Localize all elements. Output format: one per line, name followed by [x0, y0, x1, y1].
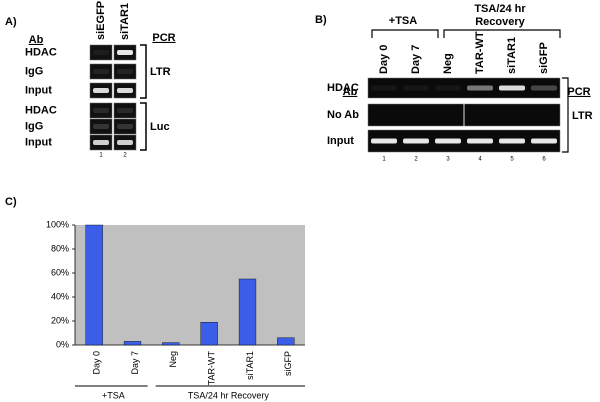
x-tick-label: siGFP: [283, 351, 293, 376]
lane-number: 1: [382, 157, 386, 163]
gel-band: [467, 138, 493, 144]
gel: [367, 129, 561, 153]
lane-number: 1: [99, 153, 103, 159]
brackets: [371, 29, 569, 153]
pcr-header: PCR: [152, 32, 175, 44]
lane-number: 4: [478, 157, 482, 163]
bar: [123, 341, 142, 346]
gel-lane: [89, 44, 113, 61]
row-label: Input: [327, 135, 354, 147]
row-label: HDAC: [25, 46, 57, 58]
y-tick-label: 80%: [51, 243, 69, 253]
x-tick-label: Day 7: [130, 351, 140, 375]
lane-number: 5: [510, 157, 514, 163]
row-label: IgG: [25, 65, 43, 77]
gel-band: [403, 138, 429, 144]
lane-label: siEGFP: [95, 1, 107, 40]
panel-label: C): [5, 196, 17, 208]
ab-header: Ab: [343, 86, 358, 98]
gel-lane: [89, 118, 113, 135]
row-label: HDAC: [25, 104, 57, 116]
gel-band: [93, 69, 109, 74]
y-tick-label: 0%: [56, 339, 69, 349]
gel-band: [371, 85, 397, 91]
lane-label: siTAR1: [119, 3, 131, 40]
gel-band: [117, 69, 133, 74]
treatment-label: +TSA: [389, 15, 417, 27]
row-label: Input: [25, 136, 52, 148]
group-label: +TSA: [102, 390, 125, 400]
y-tick-label: 40%: [51, 291, 69, 301]
gel-band: [117, 50, 133, 55]
group-label: LTR: [572, 110, 593, 122]
group-label: TSA/24 hr Recovery: [188, 390, 270, 400]
lane-number: 6: [542, 157, 546, 163]
gel-band: [117, 108, 133, 113]
lane-label: Neg: [442, 53, 454, 74]
gel-band: [435, 85, 461, 91]
x-tick-label: siTAR1: [245, 351, 255, 380]
gel-band: [371, 138, 397, 144]
gel-band: [93, 108, 109, 113]
lane-number: 2: [414, 157, 418, 163]
gel-band: [93, 88, 109, 93]
lane-label: Day 0: [378, 45, 390, 74]
row-label: Input: [25, 84, 52, 96]
gel-band: [117, 124, 133, 129]
x-tick-label: Neg: [168, 351, 178, 368]
gel-band: [467, 85, 493, 91]
gel-band: [93, 124, 109, 129]
gel-band: [499, 85, 525, 91]
gel-lane: [113, 102, 137, 119]
row-label: No Ab: [327, 109, 359, 121]
gel-lane: [89, 63, 113, 80]
row-label: IgG: [25, 120, 43, 132]
ab-header: Ab: [29, 34, 44, 46]
brackets: [140, 44, 147, 151]
gel-band: [117, 140, 133, 145]
lane-number: 2: [123, 153, 127, 159]
group-label: LTR: [150, 66, 171, 78]
bar: [200, 322, 218, 346]
lane-label: Day 7: [410, 45, 422, 74]
y-tick-label: 20%: [51, 315, 69, 325]
y-tick-label: 100%: [46, 219, 69, 229]
gel-band: [93, 140, 109, 145]
bar: [277, 337, 295, 346]
treatment-label: Recovery: [475, 16, 525, 28]
panel-label: B): [315, 14, 327, 26]
bar: [162, 342, 180, 346]
gel-band: [531, 138, 557, 144]
lane-number: 3: [446, 157, 450, 163]
lane-label: TAR-WT: [474, 31, 486, 74]
gel-band: [117, 88, 133, 93]
group-label: Luc: [150, 121, 170, 133]
x-tick-label: TAR-WT: [207, 351, 217, 386]
gel-lane: [113, 118, 137, 135]
treatment-label: TSA/24 hr: [474, 3, 526, 15]
gel-lane: [89, 102, 113, 119]
lane-label: siGFP: [538, 42, 550, 74]
pcr-header: PCR: [567, 86, 590, 98]
y-tick-label: 60%: [51, 267, 69, 277]
gel-band: [403, 85, 429, 91]
panel-label: A): [5, 16, 17, 28]
bar: [238, 278, 257, 346]
gel-band: [435, 138, 461, 144]
bar: [85, 224, 103, 346]
gel-lane: [113, 63, 137, 80]
gel-band: [531, 85, 557, 91]
row-label: HDAC: [327, 82, 359, 94]
lane-label: siTAR1: [506, 37, 518, 74]
x-tick-label: Day 0: [92, 351, 102, 375]
gel: [367, 77, 561, 99]
gel-band: [499, 138, 525, 144]
plot-area: [75, 225, 305, 345]
gel-band: [93, 50, 109, 55]
